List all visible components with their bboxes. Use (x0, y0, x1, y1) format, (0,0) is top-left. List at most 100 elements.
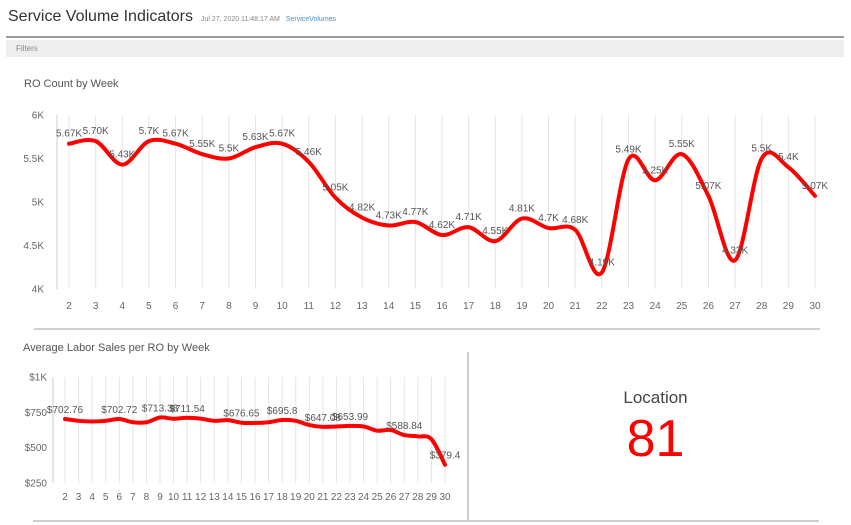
data-point (117, 417, 121, 421)
data-label: $713.38 (142, 404, 179, 415)
data-point (120, 163, 124, 167)
kpi-label: Location (623, 388, 688, 407)
data-point (239, 421, 243, 425)
x-tick-label: 20 (543, 301, 555, 312)
x-tick-label: 23 (344, 492, 356, 503)
x-tick-label: 15 (236, 492, 248, 503)
data-point (334, 424, 338, 428)
data-label: 4.77K (402, 207, 428, 218)
filters-bar[interactable]: Filters (6, 40, 844, 57)
kpi-value: 81 (626, 410, 685, 468)
x-tick-label: 19 (516, 301, 528, 312)
x-tick-label: 18 (490, 301, 502, 312)
data-point (90, 420, 94, 424)
data-label: $702.76 (47, 405, 84, 416)
x-tick-label: 4 (120, 301, 126, 312)
y-tick-label: 6K (32, 111, 45, 122)
data-point (212, 419, 216, 423)
x-tick-label: 23 (623, 301, 635, 312)
data-point (813, 194, 817, 198)
data-point (67, 142, 71, 146)
x-tick-label: 8 (226, 301, 232, 312)
data-point (307, 423, 311, 427)
data-label: $702.72 (101, 405, 138, 416)
x-tick-label: 4 (89, 492, 95, 503)
timestamp: Jul 27, 2020 11:48:17 AM (200, 16, 280, 23)
x-tick-label: 2 (66, 301, 72, 312)
y-tick-label: 4.5K (23, 241, 44, 252)
data-point (333, 196, 337, 200)
x-tick-label: 13 (357, 301, 369, 312)
x-tick-label: 3 (93, 301, 99, 312)
chart1-bottom-divider (34, 328, 820, 330)
x-tick-label: 7 (130, 492, 136, 503)
data-point (185, 416, 189, 420)
y-tick-label: 5K (32, 198, 45, 209)
chart1-title: RO Count by Week (24, 78, 119, 90)
data-point (360, 216, 364, 220)
data-label: 5.07K (695, 181, 721, 192)
service-volumes-link[interactable]: ServiceVolumes (285, 16, 337, 23)
data-label: 5.46K (296, 147, 322, 158)
x-tick-label: 28 (756, 301, 768, 312)
data-label: 5.67K (56, 129, 82, 140)
data-label: 5.55K (189, 139, 215, 150)
panel-divider (467, 352, 469, 520)
x-tick-label: 8 (144, 492, 150, 503)
x-tick-label: 17 (463, 301, 475, 312)
y-tick-label: $500 (25, 443, 48, 454)
x-tick-label: 9 (157, 492, 163, 503)
data-label: $653.99 (332, 412, 369, 423)
data-point (267, 420, 271, 424)
x-tick-label: 3 (76, 492, 82, 503)
data-point (573, 228, 577, 232)
data-point (131, 420, 135, 424)
ro-count-chart: 4K 4.5K 5K 5.5K 6K 2 3 4 5 6 7 8 9 10 11 12 13 14 15 16 17 18… (0, 100, 851, 320)
data-label: 5.70K (83, 126, 109, 137)
data-label: $647.08 (305, 413, 342, 424)
data-point (254, 145, 257, 149)
data-point (760, 157, 764, 160)
data-point (200, 152, 204, 156)
data-point (63, 417, 67, 421)
data-label: 4.19K (589, 257, 615, 268)
data-point (362, 424, 366, 428)
data-point (307, 160, 311, 164)
data-point (600, 270, 604, 274)
x-tick-label: 14 (222, 492, 234, 503)
x-tick-label: 16 (436, 301, 448, 312)
data-point (402, 433, 406, 437)
x-tick-label: 2 (62, 492, 68, 503)
data-point (253, 421, 257, 425)
x-tick-label: 12 (330, 301, 342, 312)
data-point (280, 142, 284, 146)
y-tick-label: $1K (29, 373, 47, 384)
series-line (67, 137, 817, 277)
data-point (653, 178, 657, 182)
data-label: 5.55K (669, 139, 695, 150)
x-tick-label: 10 (168, 492, 180, 503)
data-point (104, 419, 108, 423)
y-tick-label: 5.5K (23, 154, 44, 165)
data-point (375, 429, 379, 433)
data-label: 5.49K (615, 144, 641, 155)
x-tick-label: 29 (783, 301, 795, 312)
x-tick-label: 19 (290, 492, 302, 503)
x-tick-label: 21 (317, 492, 329, 503)
page-title: Service Volume Indicators (8, 8, 193, 25)
x-tick-label: 26 (385, 492, 397, 503)
x-tick-label: 9 (253, 301, 259, 312)
data-label: 5.5K (751, 144, 772, 155)
x-tick-label: 24 (650, 301, 662, 312)
data-label: 5.7K (139, 126, 160, 137)
data-point (547, 226, 551, 230)
x-tick-label: 5 (103, 492, 109, 503)
y-tick-label: $250 (25, 479, 48, 490)
data-point (389, 428, 393, 432)
data-point (786, 165, 790, 169)
x-tick-label: 22 (331, 492, 343, 503)
data-label: 5.67K (163, 129, 189, 140)
data-point (294, 419, 298, 423)
page-header: Service Volume Indicators Jul 27, 2020 1… (8, 8, 336, 36)
data-label: 5.43K (109, 150, 135, 161)
